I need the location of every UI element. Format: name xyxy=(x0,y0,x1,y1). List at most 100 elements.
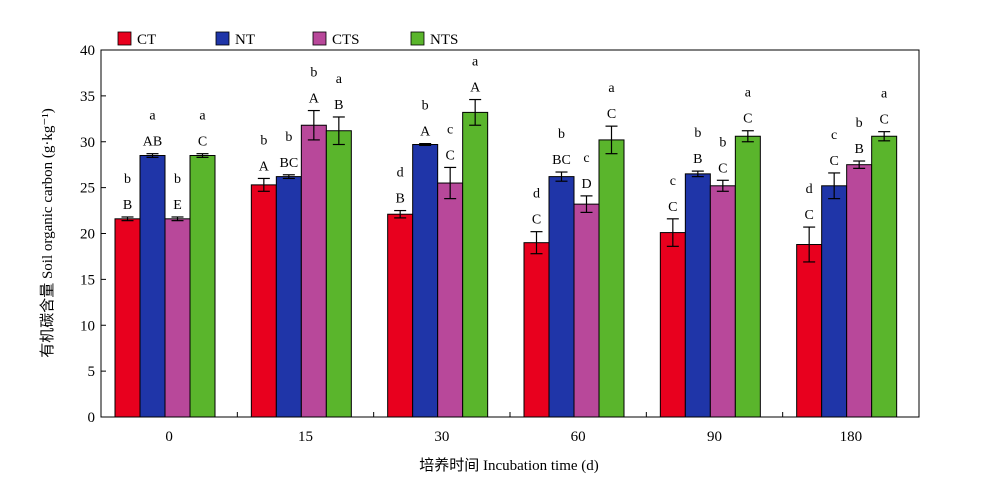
significance-letter-lower-case: a xyxy=(881,87,888,102)
bar-ct-30 xyxy=(387,213,414,418)
y-tick-label: 20 xyxy=(80,227,95,243)
bar-cts-90 xyxy=(709,185,736,418)
significance-letter-upper-case: C xyxy=(198,135,207,150)
y-axis-title: 有机碳含量 Soil organic carbon (g·kg⁻¹) xyxy=(39,108,56,358)
bar-nts-30 xyxy=(462,111,489,418)
significance-letter-upper-case: B xyxy=(123,198,132,213)
significance-letter-lower-case: b xyxy=(856,116,863,131)
significance-letter-upper-case: B xyxy=(334,98,343,113)
significance-letter-upper-case: C xyxy=(668,200,677,215)
significance-letter-lower-case: c xyxy=(670,174,676,189)
legend: CT NT CTS NTS xyxy=(117,31,458,48)
x-tick-label: 0 xyxy=(165,429,173,445)
y-tick-label: 35 xyxy=(80,89,95,105)
bar-nt-90 xyxy=(684,173,711,418)
bar-cts-0 xyxy=(164,218,191,418)
significance-letter-lower-case: a xyxy=(745,86,752,101)
bar-ct-15 xyxy=(250,184,277,418)
axes: 0 5 10 15 20 25 30 35 40 0 15 30 60 90 180 xyxy=(80,43,920,445)
bar-nts-0 xyxy=(189,155,216,418)
bar-nt-30 xyxy=(412,144,439,418)
significance-letter-lower-case: b xyxy=(174,172,181,187)
legend-label-nt: NT xyxy=(235,32,255,48)
bar-ct-90 xyxy=(659,232,686,418)
significance-letter-lower-case: a xyxy=(149,109,156,124)
significance-letter-upper-case: B xyxy=(395,192,404,207)
significance-letter-upper-case: C xyxy=(879,113,888,128)
significance-letter-upper-case: C xyxy=(532,213,541,228)
bar-cts-60 xyxy=(573,203,600,418)
significance-letter-lower-case: b xyxy=(310,66,317,81)
significance-letter-lower-case: b xyxy=(719,135,726,150)
bar-nts-15 xyxy=(325,130,352,418)
significance-letter-lower-case: a xyxy=(336,72,343,87)
significance-letter-lower-case: c xyxy=(583,151,589,166)
bar-nt-15 xyxy=(275,176,302,418)
bar-nt-60 xyxy=(548,176,575,418)
legend-swatch-nt xyxy=(215,31,230,46)
significance-letter-lower-case: b xyxy=(124,172,131,187)
bar-ct-180 xyxy=(796,244,823,418)
significance-letter-upper-case: C xyxy=(804,208,813,223)
x-tick-label: 60 xyxy=(571,429,586,445)
bar-cts-15 xyxy=(300,124,327,418)
x-tick-label: 90 xyxy=(707,429,722,445)
significance-letter-upper-case: A xyxy=(420,125,431,140)
legend-label-cts: CTS xyxy=(332,32,360,48)
bar-cts-30 xyxy=(437,182,464,418)
y-tick-label: 30 xyxy=(80,135,95,151)
significance-letter-upper-case: C xyxy=(829,154,838,169)
bar-nts-60 xyxy=(598,139,625,418)
x-tick-label: 15 xyxy=(298,429,313,445)
y-tick-label: 5 xyxy=(88,364,96,380)
significance-letter-upper-case: A xyxy=(309,92,320,107)
bar-nt-180 xyxy=(821,185,848,418)
significance-letter-lower-case: d xyxy=(806,182,813,197)
y-tick-label: 0 xyxy=(88,410,96,426)
bars: BbABaEbCaAbBCbAbBaBdAbCcAaCdBCbDcCaCcBbC… xyxy=(114,55,898,418)
significance-letter-lower-case: a xyxy=(472,55,479,70)
y-tick-label: 15 xyxy=(80,272,95,288)
legend-label-nts: NTS xyxy=(430,32,458,48)
y-tick-label: 25 xyxy=(80,181,95,197)
significance-letter-upper-case: A xyxy=(259,159,270,174)
bar-nts-90 xyxy=(734,135,761,418)
significance-letter-upper-case: C xyxy=(607,107,616,122)
significance-letter-upper-case: AB xyxy=(143,135,162,150)
x-tick-label: 30 xyxy=(434,429,449,445)
significance-letter-upper-case: C xyxy=(743,112,752,127)
significance-letter-upper-case: BC xyxy=(279,156,298,171)
significance-letter-lower-case: b xyxy=(285,130,292,145)
bar-ct-60 xyxy=(523,242,550,418)
significance-letter-lower-case: b xyxy=(694,126,701,141)
significance-letter-upper-case: BC xyxy=(552,153,571,168)
bar-cts-180 xyxy=(846,164,873,418)
significance-letter-lower-case: b xyxy=(260,133,267,148)
legend-swatch-nts xyxy=(410,31,425,46)
bar-ct-0 xyxy=(114,218,141,418)
significance-letter-upper-case: B xyxy=(693,152,702,167)
bar-nt-0 xyxy=(139,155,166,418)
significance-letter-lower-case: d xyxy=(397,166,404,181)
significance-letter-upper-case: C xyxy=(445,148,454,163)
significance-letter-upper-case: D xyxy=(581,177,591,192)
bar-nts-180 xyxy=(871,135,898,418)
legend-swatch-ct xyxy=(117,31,132,46)
significance-letter-lower-case: a xyxy=(608,81,615,96)
significance-letter-upper-case: B xyxy=(854,142,863,157)
legend-swatch-cts xyxy=(312,31,327,46)
significance-letter-upper-case: E xyxy=(173,198,182,213)
x-tick-label: 180 xyxy=(840,429,863,445)
significance-letter-lower-case: c xyxy=(831,128,837,143)
significance-letter-lower-case: b xyxy=(558,127,565,142)
significance-letter-upper-case: C xyxy=(718,161,727,176)
significance-letter-upper-case: A xyxy=(470,81,481,96)
legend-label-ct: CT xyxy=(137,32,156,48)
y-tick-label: 10 xyxy=(80,318,95,334)
y-tick-label: 40 xyxy=(80,43,95,59)
significance-letter-lower-case: a xyxy=(199,109,206,124)
significance-letter-lower-case: d xyxy=(533,187,540,202)
significance-letter-lower-case: b xyxy=(422,99,429,114)
significance-letter-lower-case: c xyxy=(447,122,453,137)
